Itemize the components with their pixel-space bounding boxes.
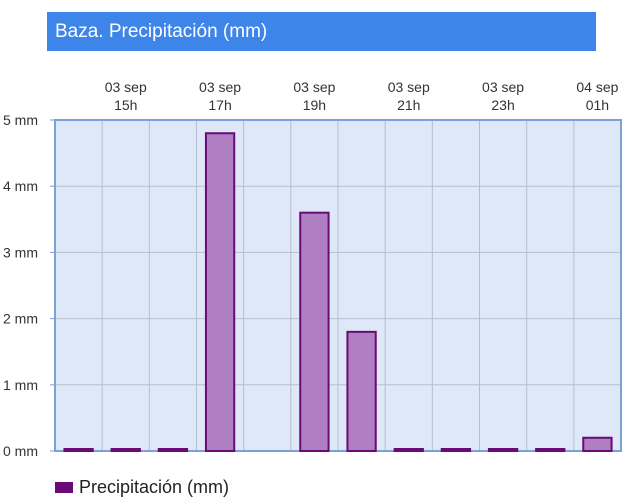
- bar-19h: [299, 211, 330, 452]
- y-tick-label: 0 mm: [3, 443, 38, 459]
- x-tick-label-hour: 15h: [114, 97, 137, 113]
- x-tick-label-date: 03 sep: [293, 79, 335, 95]
- bar-15h: [110, 448, 141, 452]
- x-tick-label-date: 03 sep: [105, 79, 147, 95]
- bar-16h: [157, 448, 189, 452]
- x-tick-label-date: 03 sep: [482, 79, 524, 95]
- chart-title: Baza. Precipitación (mm): [47, 12, 596, 51]
- bar-21h: [393, 448, 424, 452]
- legend-label: Precipitación (mm): [79, 476, 230, 497]
- chart-legend[interactable]: Precipitación (mm): [55, 475, 229, 499]
- x-tick-label-hour: 19h: [303, 97, 326, 113]
- y-tick-label: 1 mm: [3, 377, 38, 393]
- x-tick-label-hour: 23h: [491, 97, 514, 113]
- y-tick-label: 2 mm: [3, 311, 38, 327]
- bar-00h: [535, 448, 566, 452]
- x-tick-label-date: 04 sep: [576, 79, 618, 95]
- x-tick-label-date: 03 sep: [199, 79, 241, 95]
- y-tick-label: 5 mm: [3, 112, 38, 128]
- x-tick-label-hour: 21h: [397, 97, 420, 113]
- y-tick-label: 4 mm: [3, 178, 38, 194]
- x-tick-label-date: 03 sep: [388, 79, 430, 95]
- bar-17h: [204, 132, 236, 453]
- bar-22h: [440, 448, 472, 452]
- bar-23h: [487, 448, 519, 452]
- y-tick-label: 3 mm: [3, 244, 38, 260]
- plot-border: [54, 119, 622, 452]
- bar-14h: [63, 448, 94, 452]
- bar-20h: [346, 330, 377, 452]
- precipitation-chart: 0 mm 1 mm 2 mm 3 mm 4 mm 5 mm 03 sep 15h 03 sep 1…: [3, 79, 622, 459]
- x-tick-label-hour: 17h: [208, 97, 231, 113]
- bar-01h: [582, 436, 613, 453]
- x-tick-label-hour: 01h: [586, 97, 609, 113]
- legend-swatch: [55, 481, 73, 493]
